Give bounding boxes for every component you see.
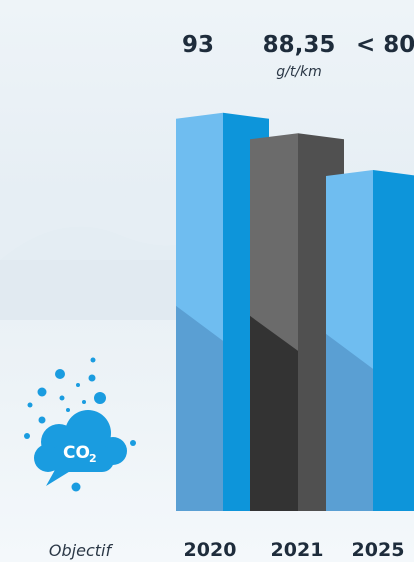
co2-text: CO [63,443,90,463]
year-label-2025: 2025 [352,539,405,561]
bar-2025 [326,170,414,511]
value-label-2025: < 80 [356,32,414,58]
value-label-2021: 88,35 [263,32,336,58]
co2-cloud-icon: CO 2 [24,357,136,492]
year-label-2020: 2020 [184,539,237,561]
co2-subscript: 2 [89,452,97,465]
unit-label: g/t/km [276,64,322,80]
value-labels: 93 88,35 < 80 [182,32,414,58]
bar-shade-2020 [176,305,223,511]
bars-layer [176,112,414,512]
objective-caption: Objectif [49,541,114,560]
bar-side-2025 [373,170,414,511]
bar-shade-2021 [250,315,298,511]
bar-shade-2025 [326,333,373,511]
value-label-2020: 93 [182,32,214,58]
year-labels: 2020 2021 2025 [184,539,405,561]
year-label-2021: 2021 [271,539,324,561]
